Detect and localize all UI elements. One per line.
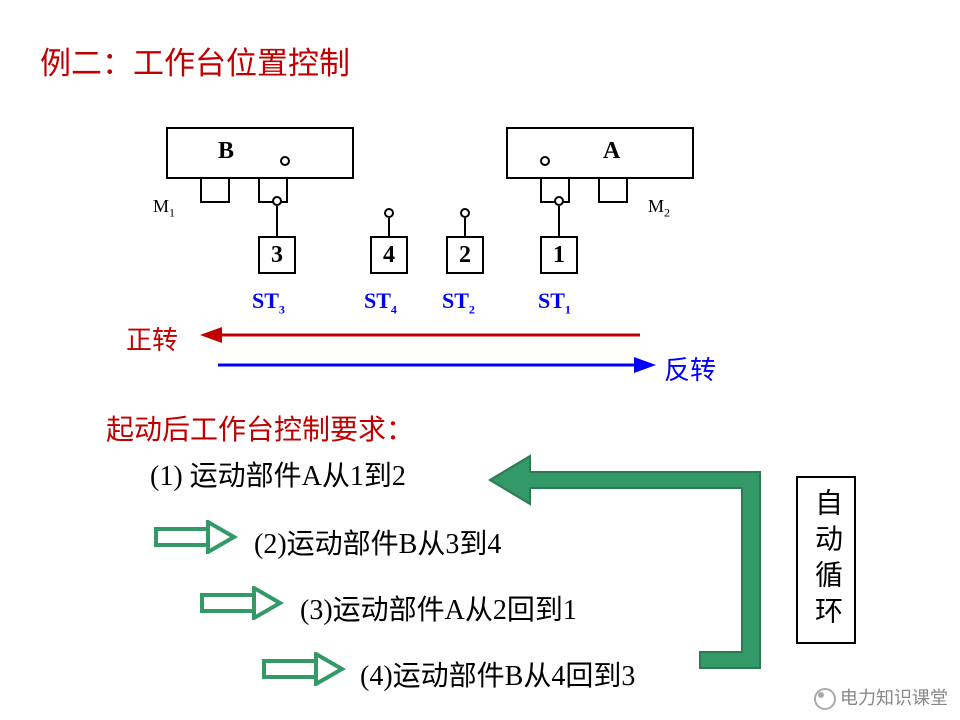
bracket-b-left — [200, 179, 230, 203]
switch-stem — [388, 218, 390, 236]
st3-label: ST3 — [252, 288, 285, 317]
block-b-label: B — [218, 138, 234, 165]
forward-label: 正转 — [126, 320, 178, 357]
block-a — [506, 127, 694, 179]
st1-label: ST1 — [538, 288, 571, 317]
step-arrow-icon — [200, 586, 284, 620]
reverse-label: 反转 — [664, 350, 716, 387]
link-circle — [540, 156, 550, 166]
watermark-icon — [814, 688, 836, 710]
switch-contact — [554, 196, 564, 206]
switch-4: 4 — [370, 236, 408, 274]
switch-3: 3 — [258, 236, 296, 274]
m1-label: M1 — [153, 196, 175, 221]
switch-2: 2 — [446, 236, 484, 274]
step-2: (2)运动部件B从3到4 — [254, 522, 501, 562]
st2-label: ST2 — [442, 288, 475, 317]
switch-stem — [276, 206, 278, 236]
switch-stem — [558, 206, 560, 236]
auto-loop-box: 自动循环 — [796, 476, 856, 644]
switch-contact — [384, 208, 394, 218]
step-3: (3)运动部件A从2回到1 — [300, 588, 577, 628]
requirement-title: 起动后工作台控制要求： — [106, 408, 414, 448]
page-title: 例二：工作台位置控制 — [40, 38, 350, 83]
block-b — [166, 127, 354, 179]
block-a-label: A — [603, 138, 620, 165]
step-1: (1) 运动部件A从1到2 — [150, 454, 406, 494]
step-4: (4)运动部件B从4回到3 — [360, 654, 635, 694]
switch-contact — [272, 196, 282, 206]
switch-1: 1 — [540, 236, 578, 274]
link-circle — [280, 156, 290, 166]
switch-stem — [464, 218, 466, 236]
step-arrow-icon — [154, 520, 238, 554]
bracket-a-right — [598, 179, 628, 203]
st4-label: ST4 — [364, 288, 397, 317]
step-arrow-icon — [262, 652, 346, 686]
watermark: 电力知识课堂 — [814, 684, 948, 710]
switch-contact — [460, 208, 470, 218]
m2-label: M2 — [648, 196, 670, 221]
